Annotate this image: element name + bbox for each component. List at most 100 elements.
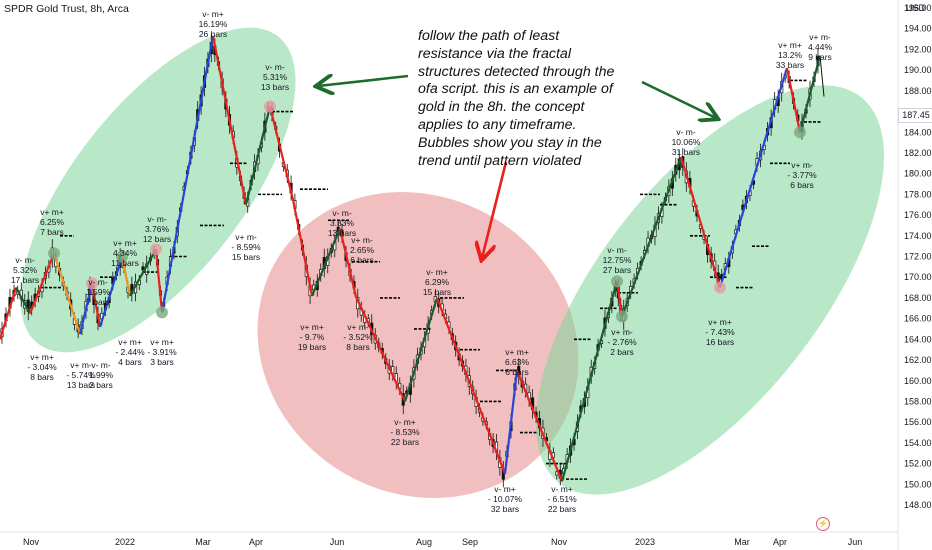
annotation-line: 6 bars	[790, 180, 814, 190]
annotation-line: v+ m+	[778, 40, 802, 50]
currency-label: USD	[906, 3, 926, 13]
annotation-line: 27 bars	[603, 265, 631, 275]
note-line: gold in the 8h. the concept	[418, 99, 585, 116]
annotation-line: - 9.7%	[300, 332, 325, 342]
annotation-line: 12 bars	[143, 234, 171, 244]
annotation-line: 2 bars	[89, 380, 113, 390]
time-axis[interactable]: Nov 2022 Mar Apr Jun Aug Sep Nov 2023 Mar Apr Jun	[0, 531, 898, 547]
note-line: resistance via the fractal	[418, 45, 571, 62]
lightning-icon[interactable]: ⚡	[816, 517, 830, 531]
swing-leg	[355, 296, 406, 402]
pivot-dot	[86, 277, 98, 290]
swing-leg	[338, 228, 358, 298]
annotation-line: 7 bars	[40, 227, 64, 237]
annotation-line: - 6.51%	[547, 494, 577, 504]
annotation-line: 3 bars	[150, 357, 174, 367]
swing-leg	[798, 55, 822, 133]
annotation-line: 1.99%	[89, 370, 114, 380]
swing-leg	[78, 283, 94, 335]
annotation-line: - 3.52%	[343, 332, 373, 342]
y-tick-label: 176.00	[904, 210, 932, 220]
annotation-line: v- m-	[147, 214, 167, 224]
annotation-line: 19 bars	[298, 342, 326, 352]
swing-leg	[154, 249, 164, 313]
annotation-line: - 8.59%	[231, 242, 261, 252]
annotation-line: 1.59%	[86, 287, 111, 297]
swing-legs	[0, 35, 822, 482]
y-tick-label: 184.00	[904, 127, 932, 137]
annotation-line: v+ m-	[809, 32, 831, 42]
swing-leg	[90, 283, 102, 328]
annotation-line: 12.75%	[603, 255, 632, 265]
annotation-line: 22 bars	[391, 437, 419, 447]
note-line: ofa script. this is an example of	[418, 81, 613, 98]
pivot-dot	[116, 250, 128, 263]
pivot-dot	[794, 126, 806, 139]
y-tick-label: 148.00	[904, 500, 932, 510]
annotation-line: 6 bars	[350, 255, 374, 265]
note-line: applies to any timeframe.	[418, 116, 577, 133]
annotation-line: v+ m+	[708, 317, 732, 327]
candle-wick	[819, 55, 825, 97]
annotation-line: 6 bars	[505, 367, 529, 377]
y-tick-label: 160.00	[904, 376, 932, 386]
chart-note: follow the path of least resistance via …	[418, 28, 658, 170]
annotation-line: 13 bars	[261, 82, 289, 92]
x-tick-label: Sep	[462, 537, 478, 547]
note-line: structures detected through the	[418, 63, 615, 80]
swing-leg	[515, 369, 564, 482]
swing-leg	[718, 67, 789, 288]
swing-leg	[435, 297, 507, 475]
y-tick-label: 166.00	[904, 314, 932, 324]
annotation-line: 5.32%	[13, 265, 38, 275]
swing-leg	[403, 297, 439, 402]
swing-leg	[52, 253, 82, 335]
annotation-line: v- m-	[265, 62, 285, 72]
annotation-line: v+ m-	[235, 232, 257, 242]
annotation-line: v+ m-	[351, 235, 373, 245]
x-tick-label: Apr	[249, 537, 263, 547]
red-zone	[257, 192, 579, 498]
swing-leg	[244, 106, 272, 205]
pivot-dot	[150, 243, 162, 256]
annotation-line: 3.76%	[145, 224, 170, 234]
annotation-line: 16 bars	[706, 337, 734, 347]
annotation-line: 4.44%	[808, 42, 833, 52]
y-tick-label: 178.00	[904, 189, 932, 199]
y-tick-label: 154.00	[904, 438, 932, 448]
annotation-line: - 2.76%	[607, 337, 637, 347]
x-tick-label: Jun	[848, 537, 863, 547]
price-axis[interactable]: USD 148.00 150.00 152.00 154.00 156.00 158.00 1…	[897, 0, 932, 550]
annotation-line: 17 bars	[11, 275, 39, 285]
annotation-line: v- m+	[551, 484, 573, 494]
annotation-line: - 2.44%	[115, 347, 145, 357]
y-tick-label: 192.00	[904, 44, 932, 54]
y-tick-label: 194.00	[904, 24, 932, 34]
annotation-line: v+ m+	[113, 238, 137, 248]
pivot-dot	[611, 275, 623, 288]
swing-leg	[15, 287, 31, 314]
annotation-line: 6.29%	[425, 277, 450, 287]
x-tick-label: 2022	[115, 537, 135, 547]
annotation-line: 13.2%	[778, 50, 803, 60]
annotation-line: 15 bars	[423, 287, 451, 297]
annotation-line: 2.65%	[350, 245, 375, 255]
x-tick-label: Nov	[23, 537, 40, 547]
swing-leg	[679, 156, 722, 288]
x-tick-label: Nov	[551, 537, 568, 547]
swing-leg	[0, 287, 18, 340]
annotation-line: v- m+	[202, 9, 224, 19]
x-tick-label: Jun	[330, 537, 345, 547]
y-tick-label: 180.00	[904, 169, 932, 179]
annotation-line: v- m-	[91, 360, 111, 370]
note-line: Bubbles show you stay in the	[418, 134, 602, 151]
y-tick-label: 196.00	[904, 3, 932, 13]
swing-leg	[129, 248, 157, 297]
annotation-line: 4.34%	[113, 248, 138, 258]
annotation-line: v- m+	[494, 484, 516, 494]
y-tick-label: 168.00	[904, 293, 932, 303]
annotation-line: 33 bars	[776, 60, 804, 70]
pivot-dots	[48, 100, 806, 323]
y-tick-label: 156.00	[904, 417, 932, 427]
